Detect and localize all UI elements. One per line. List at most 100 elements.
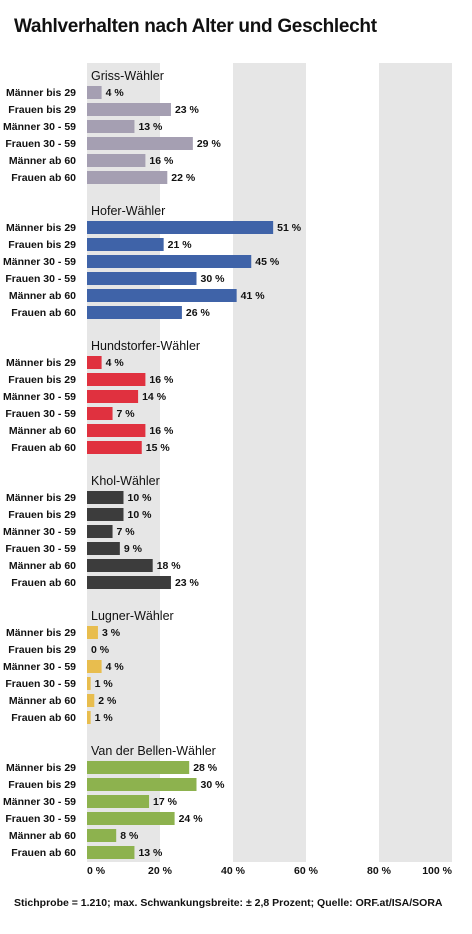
bar [87,424,146,437]
category-label: Männer bis 29 [6,357,76,369]
category-label: Männer ab 60 [9,560,76,572]
bar-value-label: 4 % [106,357,125,369]
bar-value-label: 30 % [201,273,226,285]
bar-value-label: 9 % [124,543,143,555]
category-label: Männer ab 60 [9,290,76,302]
bar-value-label: 51 % [277,222,302,234]
x-tick-label: 0 % [87,865,106,877]
bar [87,154,146,167]
bar-value-label: 26 % [186,307,211,319]
group-title: Van der Bellen-Wähler [91,744,216,758]
category-label: Frauen ab 60 [11,442,76,454]
x-tick-label: 60 % [294,865,319,877]
bar-value-label: 24 % [179,813,204,825]
bar [87,694,95,707]
bar [87,812,175,825]
category-label: Männer bis 29 [6,762,76,774]
bar-value-label: 21 % [168,239,193,251]
category-label: Männer bis 29 [6,222,76,234]
category-label: Frauen bis 29 [8,374,76,386]
bar-value-label: 4 % [106,87,125,99]
category-label: Männer 30 - 59 [3,256,76,268]
bar [87,576,171,589]
bar-value-label: 14 % [142,391,167,403]
grid-band [87,63,160,862]
bar [87,525,113,538]
bar [87,761,190,774]
bar-value-label: 16 % [149,374,174,386]
bar-value-label: 28 % [193,762,218,774]
chart: Griss-Wähler Männer bis 29 4 % Frauen bis 2… [3,63,453,877]
bar [87,306,182,319]
bar [87,255,252,268]
category-label: Männer bis 29 [6,87,76,99]
bar [87,221,274,234]
bar-value-label: 45 % [255,256,280,268]
bar [87,86,102,99]
bar-value-label: 10 % [128,509,153,521]
category-label: Männer 30 - 59 [3,796,76,808]
category-label: Frauen ab 60 [11,172,76,184]
grid-band [233,63,306,862]
bar-value-label: 16 % [149,155,174,167]
bar [87,829,117,842]
bar [87,356,102,369]
category-label: Frauen bis 29 [8,509,76,521]
bar-value-label: 2 % [98,695,117,707]
bar-value-label: 22 % [171,172,196,184]
bar [87,272,197,285]
bar [87,238,164,251]
group-title: Hofer-Wähler [91,204,165,218]
category-label: Frauen 30 - 59 [5,138,76,150]
bar-value-label: 4 % [106,661,125,673]
bar [87,491,124,504]
bar-value-label: 41 % [241,290,266,302]
bar [87,711,91,724]
bar [87,373,146,386]
x-tick-label: 40 % [221,865,246,877]
category-label: Männer ab 60 [9,425,76,437]
bar [87,441,142,454]
category-label: Frauen 30 - 59 [5,273,76,285]
category-label: Männer bis 29 [6,492,76,504]
category-label: Männer 30 - 59 [3,661,76,673]
grid-band [160,63,233,862]
category-label: Frauen 30 - 59 [5,408,76,420]
chart-title: Wahlverhalten nach Alter und Geschlecht [14,16,377,37]
bar-value-label: 10 % [128,492,153,504]
grid-band [379,63,452,862]
x-tick-label: 80 % [367,865,392,877]
bar [87,103,171,116]
category-label: Frauen bis 29 [8,104,76,116]
group-title: Khol-Wähler [91,474,160,488]
category-label: Männer 30 - 59 [3,391,76,403]
category-label: Männer ab 60 [9,695,76,707]
bar-value-label: 13 % [138,121,163,133]
category-label: Frauen ab 60 [11,712,76,724]
bar-value-label: 1 % [95,678,114,690]
bar [87,846,135,859]
x-tick-label: 20 % [148,865,173,877]
bar-value-label: 30 % [201,779,226,791]
bar [87,626,98,639]
bar [87,390,139,403]
category-label: Frauen 30 - 59 [5,813,76,825]
bar [87,120,135,133]
bar [87,778,197,791]
bar [87,137,193,150]
bar [87,677,91,690]
bar-value-label: 16 % [149,425,174,437]
category-label: Frauen bis 29 [8,644,76,656]
bar [87,559,153,572]
bar-value-label: 7 % [117,408,136,420]
category-label: Frauen 30 - 59 [5,543,76,555]
bar [87,508,124,521]
bar-value-label: 29 % [197,138,222,150]
category-label: Frauen ab 60 [11,307,76,319]
category-label: Frauen ab 60 [11,577,76,589]
category-label: Männer 30 - 59 [3,121,76,133]
bar-value-label: 8 % [120,830,139,842]
group-title: Hundstorfer-Wähler [91,339,200,353]
category-label: Männer ab 60 [9,155,76,167]
bar-value-label: 3 % [102,627,121,639]
